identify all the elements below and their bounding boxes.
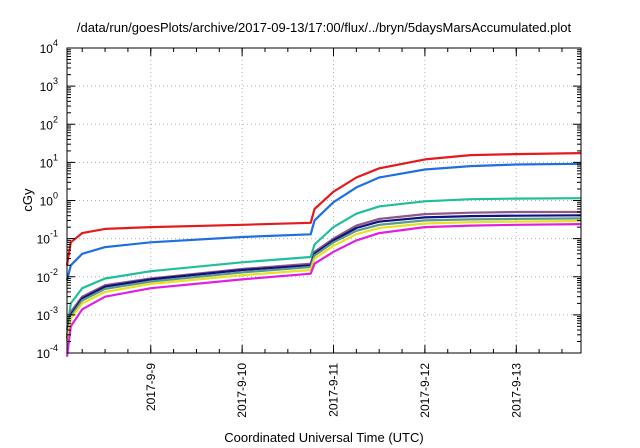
x-axis-label: Coordinated Universal Time (UTC) <box>224 430 423 445</box>
y-tick-label: 10-3 <box>37 305 58 323</box>
series-line-3 <box>65 197 582 331</box>
series-line-2 <box>65 162 582 281</box>
x-tick-label: 2017-9-11 <box>327 363 341 417</box>
series-group <box>65 152 582 357</box>
y-tick-label: 10-2 <box>37 267 58 285</box>
y-tick-label: 101 <box>40 152 58 170</box>
y-tick-exponent: 3 <box>53 76 58 86</box>
y-axis-label: cGy <box>20 188 35 212</box>
x-tick-label: 2017-9-10 <box>235 363 249 418</box>
x-tick-label: 2017-9-9 <box>144 363 158 411</box>
series-line-7 <box>65 219 582 342</box>
y-tick-exponent: 1 <box>53 152 58 162</box>
series-line-4 <box>65 210 581 335</box>
y-tick-exponent: -3 <box>50 305 58 315</box>
series-line-6 <box>65 217 582 341</box>
x-tick-label: 2017-9-13 <box>509 363 523 418</box>
y-tick-label: 10-1 <box>37 229 58 247</box>
y-tick-label: 100 <box>40 191 58 209</box>
y-tick-exponent: 4 <box>53 38 58 48</box>
y-tick-exponent: 0 <box>53 191 58 201</box>
x-tick-labels: 2017-9-9 2017-9-10 2017-9-11 2017-9-12 2017-… <box>144 363 524 418</box>
series-line-5 <box>65 214 582 338</box>
series-line-8 <box>65 223 582 357</box>
y-tick-exponent: -2 <box>50 267 58 277</box>
x-tick-label: 2017-9-12 <box>418 363 432 418</box>
ticks <box>67 47 581 354</box>
y-tick-label: 10-4 <box>37 343 58 361</box>
y-tick-label: 103 <box>40 76 58 94</box>
y-tick-label: 102 <box>40 114 58 132</box>
y-tick-label: 104 <box>40 38 58 56</box>
y-tick-exponent: 2 <box>53 114 58 124</box>
y-tick-exponent: -1 <box>50 229 58 239</box>
y-tick-exponent: -4 <box>50 343 58 353</box>
series-line-1 <box>65 152 582 266</box>
chart-title: /data/run/goesPlots/archive/2017-09-13/1… <box>77 20 572 35</box>
